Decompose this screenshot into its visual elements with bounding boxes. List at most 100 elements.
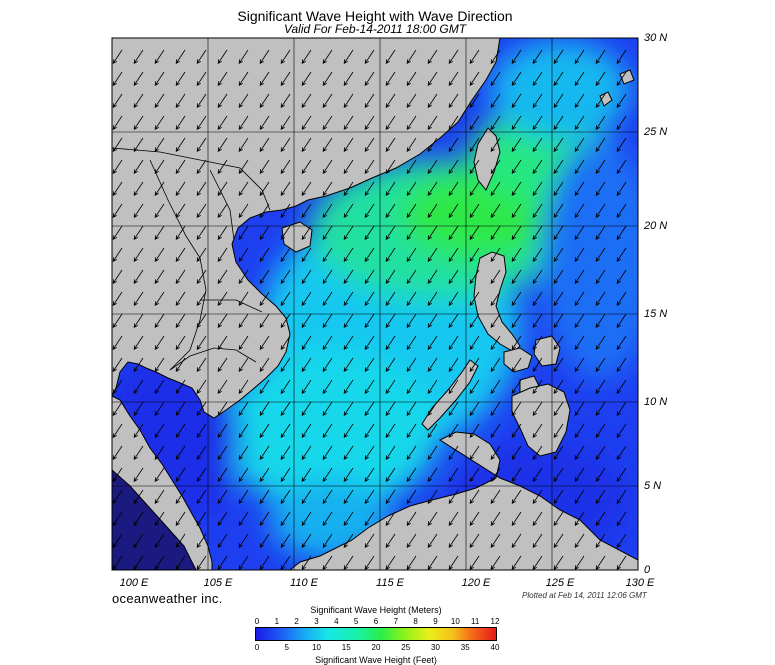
direction-arrow [280, 181, 291, 196]
direction-arrow [133, 467, 144, 482]
direction-arrow [532, 555, 543, 570]
direction-arrow [112, 291, 123, 306]
direction-arrow [196, 467, 207, 482]
direction-arrow [595, 467, 606, 482]
direction-arrow [175, 511, 186, 526]
direction-arrow [112, 93, 123, 108]
direction-arrow [196, 445, 207, 460]
direction-arrow [532, 181, 543, 196]
direction-arrow [448, 511, 459, 526]
direction-arrow [280, 423, 291, 438]
direction-arrow [196, 555, 207, 570]
direction-arrow [511, 357, 522, 372]
direction-arrow [154, 445, 165, 460]
direction-arrow [133, 49, 144, 64]
direction-arrow [343, 93, 354, 108]
direction-arrow [364, 467, 375, 482]
direction-arrow [427, 203, 438, 218]
direction-arrow [280, 401, 291, 416]
longitude-label: 110 E [290, 577, 318, 589]
direction-arrow [448, 269, 459, 284]
direction-arrow [595, 93, 606, 108]
direction-arrow [553, 115, 564, 130]
direction-arrow [259, 93, 270, 108]
direction-arrow [574, 489, 585, 504]
colorbar-tick: 15 [341, 643, 351, 652]
direction-arrow [154, 423, 165, 438]
direction-arrow [322, 159, 333, 174]
direction-arrow [301, 247, 312, 262]
direction-arrow [532, 401, 543, 416]
direction-arrow [322, 291, 333, 306]
direction-arrow [532, 159, 543, 174]
direction-arrow [427, 181, 438, 196]
direction-arrow [490, 401, 501, 416]
direction-arrow [217, 335, 228, 350]
direction-arrow [616, 335, 627, 350]
land [112, 38, 638, 570]
direction-arrow [154, 357, 165, 372]
direction-arrow [301, 71, 312, 86]
direction-arrow [595, 203, 606, 218]
direction-arrow [112, 137, 123, 152]
direction-arrow [448, 423, 459, 438]
direction-arrow [175, 269, 186, 284]
direction-arrow [217, 379, 228, 394]
latitude-label: 0 [644, 564, 651, 576]
direction-arrow [427, 225, 438, 240]
direction-arrow [217, 401, 228, 416]
direction-arrow [616, 313, 627, 328]
direction-arrow [532, 247, 543, 262]
direction-arrow [112, 159, 123, 174]
direction-arrow [175, 445, 186, 460]
colorbar-tick: 0 [254, 617, 260, 626]
direction-arrow [175, 71, 186, 86]
direction-arrow [364, 93, 375, 108]
direction-arrow [490, 379, 501, 394]
direction-arrow [259, 181, 270, 196]
direction-arrow [217, 445, 228, 460]
direction-arrow [574, 533, 585, 548]
direction-arrow [343, 115, 354, 130]
direction-arrow [427, 49, 438, 64]
direction-arrow [385, 159, 396, 174]
direction-arrow [238, 401, 249, 416]
direction-arrow [238, 423, 249, 438]
direction-arrow [385, 335, 396, 350]
latitude-label: 25 N [644, 126, 668, 138]
direction-arrow [385, 115, 396, 130]
direction-arrow [280, 225, 291, 240]
direction-arrow [196, 533, 207, 548]
direction-arrow [427, 291, 438, 306]
direction-arrow [133, 159, 144, 174]
direction-arrow [175, 489, 186, 504]
direction-arrow [112, 313, 123, 328]
direction-arrow [154, 533, 165, 548]
direction-arrow [259, 71, 270, 86]
direction-arrow [490, 225, 501, 240]
direction-arrow [175, 137, 186, 152]
direction-arrow [133, 511, 144, 526]
direction-arrow [490, 555, 501, 570]
direction-arrow [238, 511, 249, 526]
direction-arrow [175, 181, 186, 196]
direction-arrow [133, 445, 144, 460]
direction-arrow [574, 93, 585, 108]
direction-arrow [616, 269, 627, 284]
direction-arrow [616, 181, 627, 196]
direction-arrow [532, 533, 543, 548]
direction-arrow [133, 533, 144, 548]
direction-arrow [469, 445, 480, 460]
direction-arrow [175, 423, 186, 438]
direction-arrow [490, 357, 501, 372]
direction-arrow [448, 181, 459, 196]
direction-arrow [574, 511, 585, 526]
direction-arrow [469, 291, 480, 306]
direction-arrow [196, 423, 207, 438]
direction-arrow [469, 269, 480, 284]
direction-arrow [154, 159, 165, 174]
direction-arrow [574, 467, 585, 482]
direction-arrow [469, 225, 480, 240]
direction-arrow [406, 357, 417, 372]
direction-arrow [595, 313, 606, 328]
